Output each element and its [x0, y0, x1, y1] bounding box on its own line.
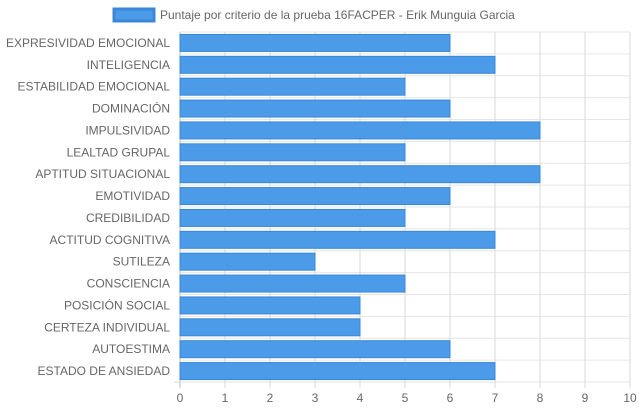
category-label: POSICIÓN SOCIAL	[64, 297, 170, 312]
category-label: AUTOESTIMA	[92, 342, 170, 356]
bar[interactable]	[179, 121, 541, 140]
category-label: CERTEZA INDIVIDUAL	[44, 320, 170, 334]
bar[interactable]	[179, 230, 496, 249]
category-labels: EXPRESIVIDAD EMOCIONAL INTELIGENCIA ESTABI…	[6, 36, 170, 378]
category-label: APTITUD SITUACIONAL	[35, 167, 170, 181]
bar[interactable]	[179, 208, 406, 227]
bar[interactable]	[179, 55, 496, 74]
bar[interactable]	[179, 165, 541, 184]
bar[interactable]	[179, 77, 406, 96]
x-tick-label: 0	[177, 391, 184, 405]
x-tick-label: 10	[623, 391, 637, 405]
x-tick-label: 5	[402, 391, 409, 405]
bar[interactable]	[179, 362, 496, 381]
category-label: INTELIGENCIA	[87, 58, 170, 72]
legend-label[interactable]: Puntaje por criterio de la prueba 16FACP…	[160, 8, 515, 22]
bar[interactable]	[179, 318, 361, 337]
category-label: LEALTAD GRUPAL	[67, 145, 171, 159]
category-label: ESTADO DE ANSIEDAD	[38, 364, 171, 378]
category-label: ESTABILIDAD EMOCIONAL	[18, 80, 171, 94]
x-tick-label: 1	[222, 391, 229, 405]
x-tick-label: 4	[357, 391, 364, 405]
bar[interactable]	[179, 340, 451, 359]
x-tick-label: 6	[447, 391, 454, 405]
bar[interactable]	[179, 274, 406, 293]
category-label: IMPULSIVIDAD	[85, 123, 170, 137]
bar[interactable]	[179, 296, 361, 315]
category-label: EMOTIVIDAD	[95, 189, 170, 203]
bars	[179, 33, 541, 381]
x-tick-label: 9	[582, 391, 589, 405]
x-tick-label: 3	[312, 391, 319, 405]
bar[interactable]	[179, 252, 316, 271]
bar[interactable]	[179, 33, 451, 52]
category-label: DOMINACIÓN	[92, 101, 170, 116]
bar[interactable]	[179, 99, 451, 118]
category-label: CREDIBILIDAD	[86, 211, 170, 225]
category-label: ACTITUD COGNITIVA	[50, 233, 170, 247]
category-label: SUTILEZA	[113, 255, 170, 269]
x-tick-label: 7	[492, 391, 499, 405]
legend-swatch[interactable]	[112, 7, 156, 23]
legend[interactable]: Puntaje por criterio de la prueba 16FACP…	[112, 7, 515, 23]
x-tick-label: 2	[267, 391, 274, 405]
category-label: EXPRESIVIDAD EMOCIONAL	[6, 36, 170, 50]
x-tick-label: 8	[537, 391, 544, 405]
x-axis-tick-labels: 0 1 2 3 4 5 6 7 8 9 10	[177, 391, 637, 405]
category-label: CONSCIENCIA	[87, 277, 170, 291]
bar[interactable]	[179, 187, 451, 206]
bar[interactable]	[179, 143, 406, 162]
